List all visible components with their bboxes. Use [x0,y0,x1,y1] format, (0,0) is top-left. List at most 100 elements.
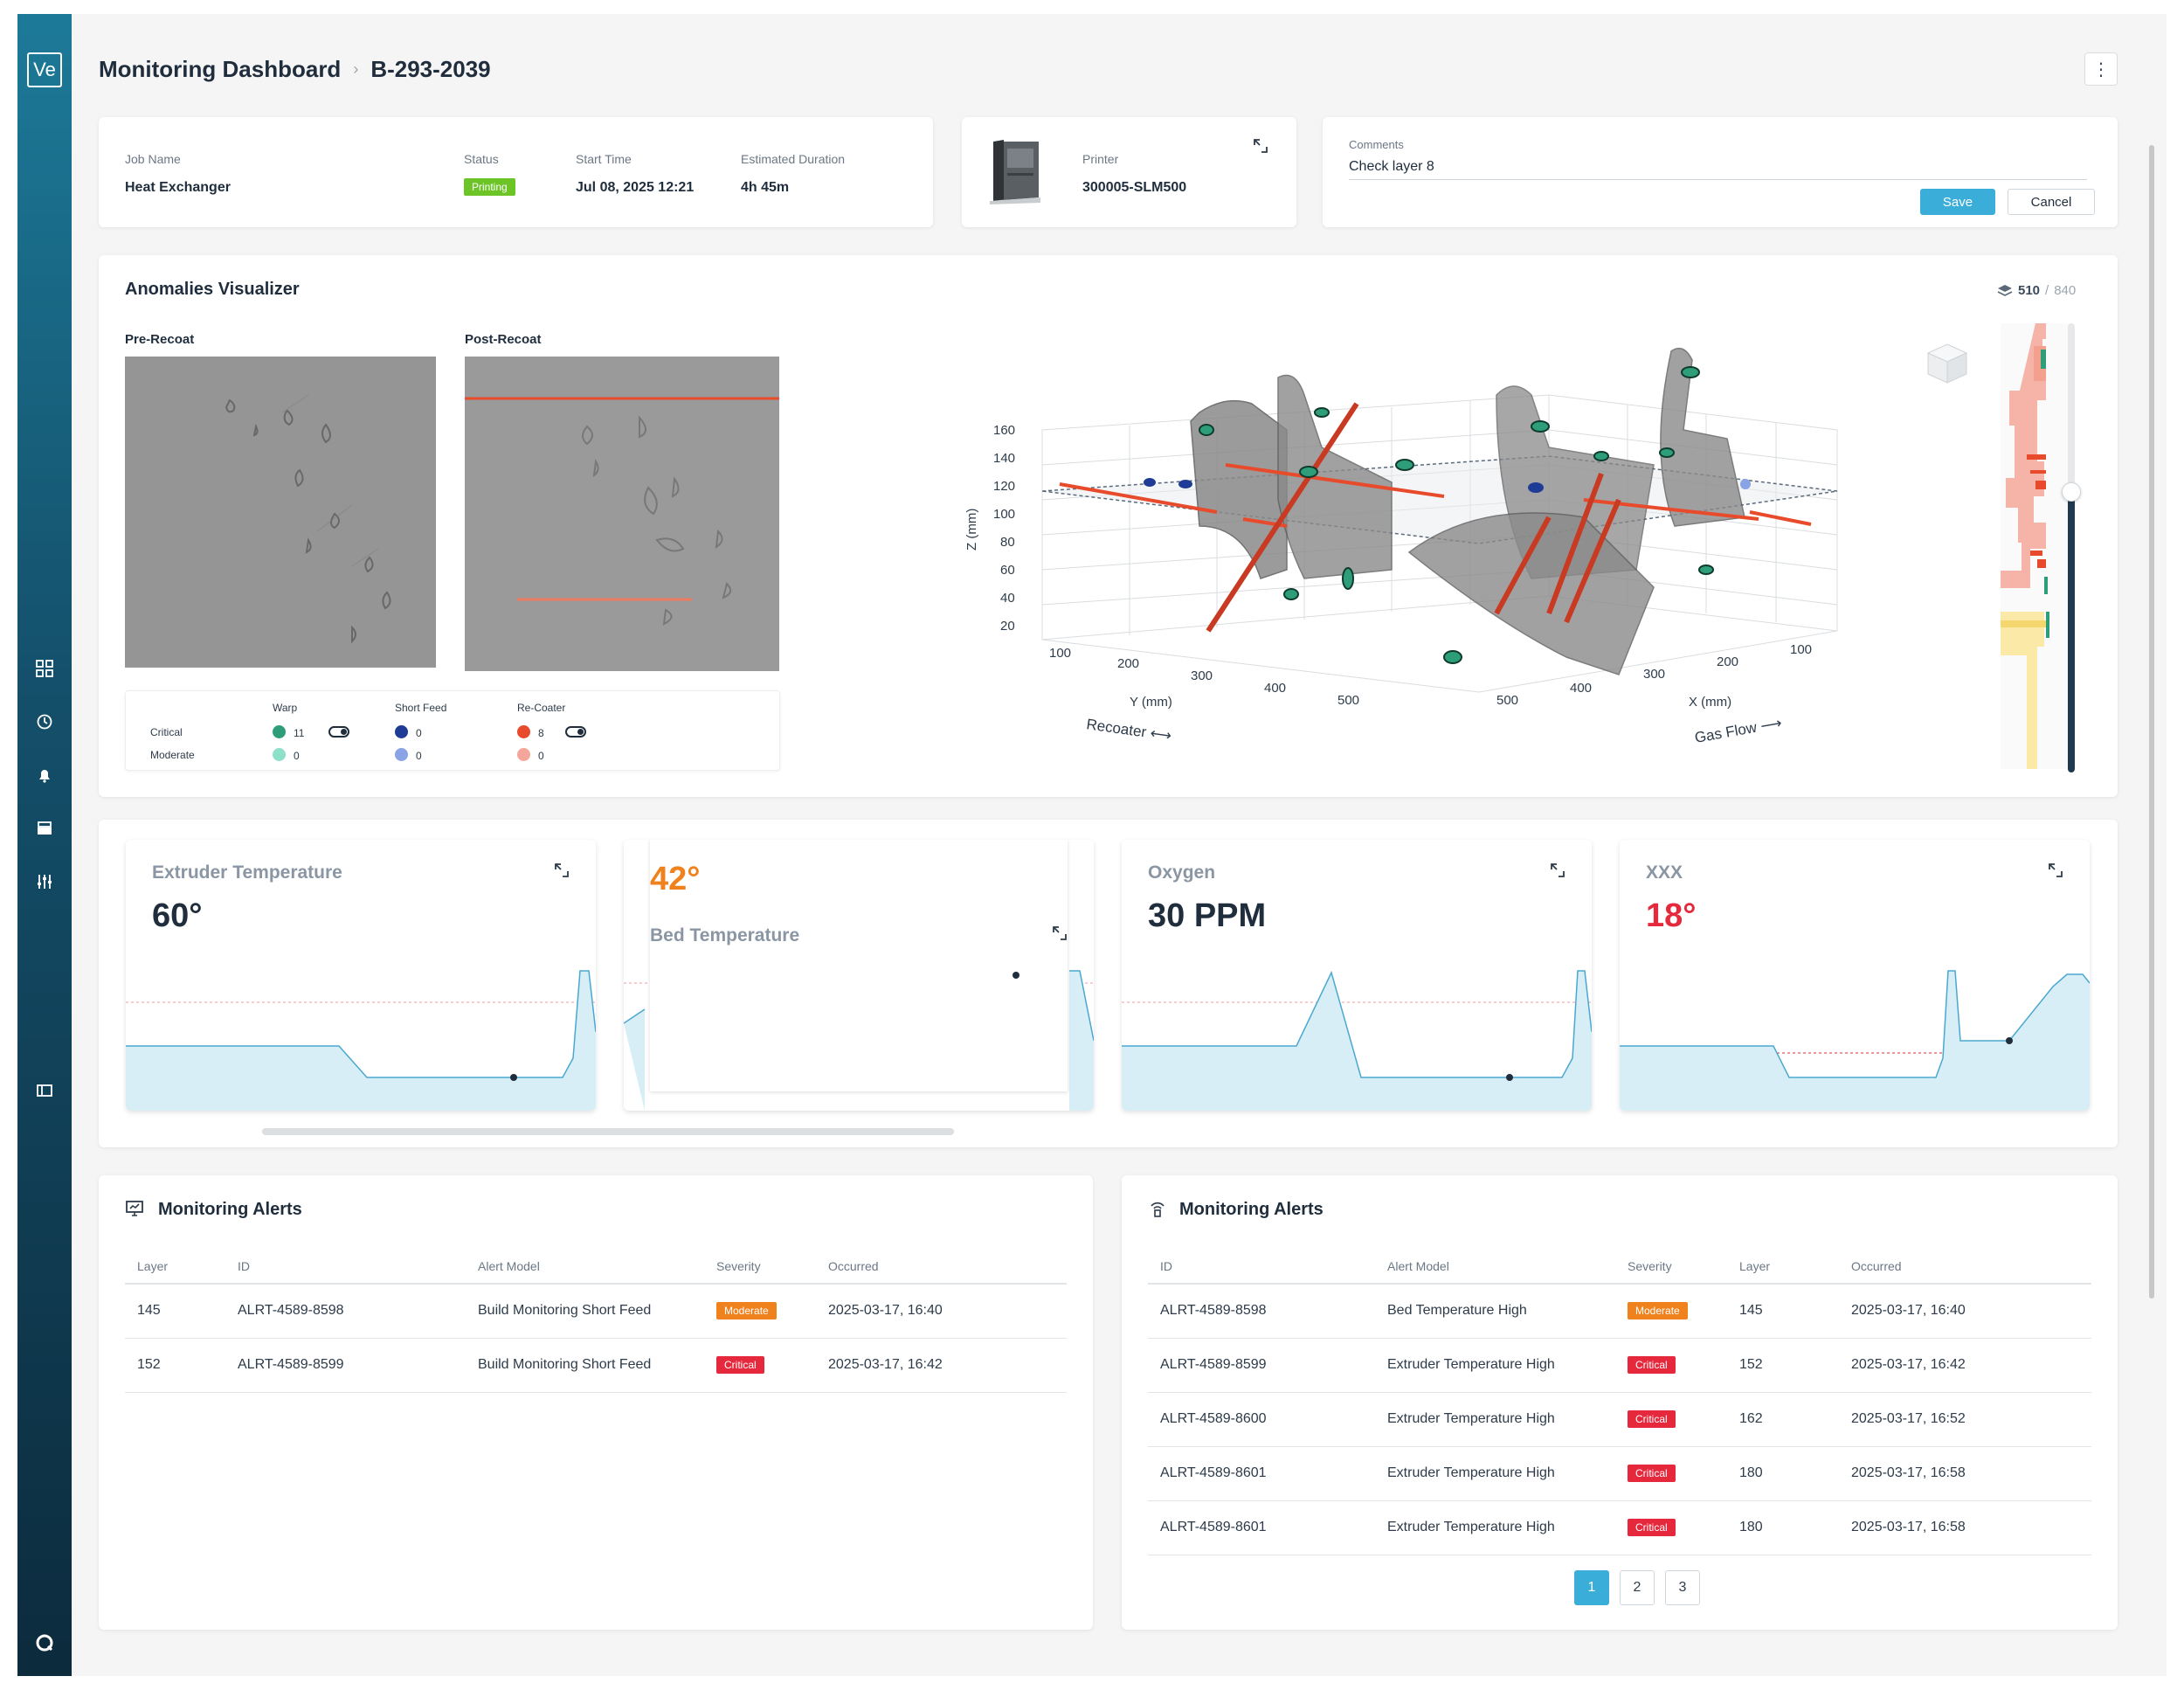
page-scrollbar[interactable] [2149,145,2154,1299]
page-button-1[interactable]: 1 [1574,1570,1609,1605]
column-header[interactable]: Alert Model [478,1249,716,1285]
app-logo[interactable]: Ve [27,52,62,87]
more-options-button[interactable]: ⋮ [2084,52,2118,86]
start-time-label: Start Time [576,152,632,166]
severity-badge: Critical [1628,1465,1676,1482]
x-tick: 100 [1790,642,1812,657]
cell-layer: 145 [1739,1284,1851,1339]
severity-badge: Critical [1628,1356,1676,1374]
monitoring-alerts-right-card: Monitoring Alerts ID Alert Model Severit… [1122,1175,2118,1630]
column-header[interactable]: Occurred [828,1249,1067,1285]
column-header[interactable]: Severity [716,1249,828,1285]
visualizer-title: Anomalies Visualizer [125,280,300,299]
z-axis-label: Z (mm) [964,509,979,551]
severity-badge: Moderate [716,1302,777,1320]
column-header[interactable]: Occurred [1851,1249,2091,1285]
job-id[interactable]: B-293-2039 [370,56,491,82]
column-header[interactable]: Layer [1739,1249,1851,1285]
metric-card-oxygen[interactable]: Oxygen 30 PPM [1122,840,1592,1111]
alerts-left-table-wrap: Layer ID Alert Model Severity Occurred 1… [125,1249,1067,1393]
column-header[interactable]: Severity [1628,1249,1739,1285]
z-tick: 120 [993,479,1015,494]
metrics-horizontal-scrollbar[interactable] [262,1128,954,1135]
layer-anomaly-histogram[interactable] [2001,323,2072,769]
short-feed-moderate-count: 0 [416,750,422,762]
column-header[interactable]: ID [238,1249,478,1285]
user-icon[interactable] [34,1632,55,1653]
legend-header-warp: Warp [273,702,298,714]
printer-icon[interactable] [34,818,55,839]
history-icon[interactable] [34,711,55,732]
sensor-alert-icon [1151,1202,1165,1217]
column-header[interactable]: Alert Model [1387,1249,1628,1285]
warp-moderate-count: 0 [294,750,300,762]
table-row[interactable]: ALRT-4589-8601 Extruder Temperature High… [1148,1446,2091,1501]
cell-severity: Critical [1628,1500,1739,1555]
metric-card-xxx[interactable]: XXX 18° [1620,840,2090,1111]
table-row[interactable]: 145 ALRT-4589-8598 Build Monitoring Shor… [125,1284,1067,1339]
cell-severity: Moderate [716,1284,828,1339]
warp-moderate-dot [273,748,286,761]
view-cube-icon[interactable] [1923,339,1972,388]
layer-total: 840 [2054,283,2077,298]
bell-icon[interactable] [34,765,55,786]
printer-card: Printer 300005-SLM500 [962,117,1296,227]
severity-badge: Moderate [1628,1302,1688,1320]
expand-icon[interactable] [1550,862,1565,878]
save-button[interactable]: Save [1920,189,1995,215]
cell-occurred: 2025-03-17, 16:42 [1851,1338,2091,1393]
metric-value: 18° [1646,897,1697,934]
x-tick: 300 [1643,667,1665,682]
cancel-button[interactable]: Cancel [2008,189,2095,215]
layer-slider-handle[interactable] [2062,482,2081,502]
cell-id: ALRT-4589-8601 [1148,1446,1387,1501]
panel-toggle-icon[interactable] [34,1080,55,1101]
cell-alert-model: Bed Temperature High [1387,1284,1628,1339]
alerts-right-table: ID Alert Model Severity Layer Occurred A… [1148,1249,2091,1555]
short-feed-critical-dot [395,725,408,738]
cell-layer: 152 [1739,1338,1851,1393]
metric-card-bed-temperature[interactable]: 42° Bed Temperature [624,840,1094,1111]
layer-current: 510 [2018,283,2041,298]
x-tick: 200 [1717,655,1738,669]
dashboard-icon[interactable] [34,658,55,679]
post-recoat-label: Post-Recoat [465,332,542,347]
metric-label: Bed Temperature [650,925,800,945]
short-feed-critical-count: 0 [416,727,422,739]
z-tick: 160 [993,423,1015,438]
job-name-label: Job Name [125,152,181,166]
3d-part-viewer[interactable]: 160 140 120 100 80 60 40 20 Z (mm) 100 2… [937,325,1986,788]
short-feed-moderate-dot [395,748,408,761]
post-recoat-image[interactable] [465,357,779,671]
cell-id: ALRT-4589-8598 [238,1284,478,1339]
sliders-icon[interactable] [34,871,55,892]
z-tick: 20 [1000,619,1015,634]
column-header[interactable]: ID [1148,1249,1387,1285]
metric-card-extruder-temperature[interactable]: Extruder Temperature 60° [126,840,596,1111]
recoater-toggle[interactable] [565,726,586,738]
expand-icon[interactable] [2048,862,2063,878]
cell-alert-model: Build Monitoring Short Feed [478,1284,716,1339]
table-row[interactable]: 152 ALRT-4589-8599 Build Monitoring Shor… [125,1338,1067,1393]
expand-icon[interactable] [1052,925,1068,941]
metric-value: 42° [650,861,701,897]
status-badge: Printing [464,178,515,196]
table-row[interactable]: ALRT-4589-8598 Bed Temperature High Mode… [1148,1284,2091,1339]
table-row[interactable]: ALRT-4589-8600 Extruder Temperature High… [1148,1392,2091,1447]
warp-critical-dot [273,725,286,738]
page-button-3[interactable]: 3 [1665,1570,1700,1605]
comments-input[interactable] [1349,154,2087,180]
severity-badge: Critical [716,1356,764,1374]
pre-recoat-label: Pre-Recoat [125,332,195,347]
pre-recoat-image[interactable] [125,357,436,668]
cell-alert-model: Extruder Temperature High [1387,1446,1628,1501]
table-row[interactable]: ALRT-4589-8599 Extruder Temperature High… [1148,1338,2091,1393]
expand-icon[interactable] [554,862,570,878]
layer-slider-track[interactable] [2062,323,2081,772]
warp-toggle[interactable] [328,726,349,738]
column-header[interactable]: Layer [125,1249,238,1285]
table-row[interactable]: ALRT-4589-8601 Extruder Temperature High… [1148,1500,2091,1555]
expand-icon[interactable] [1253,138,1268,154]
alerts-title: Monitoring Alerts [158,1200,302,1219]
page-button-2[interactable]: 2 [1620,1570,1655,1605]
